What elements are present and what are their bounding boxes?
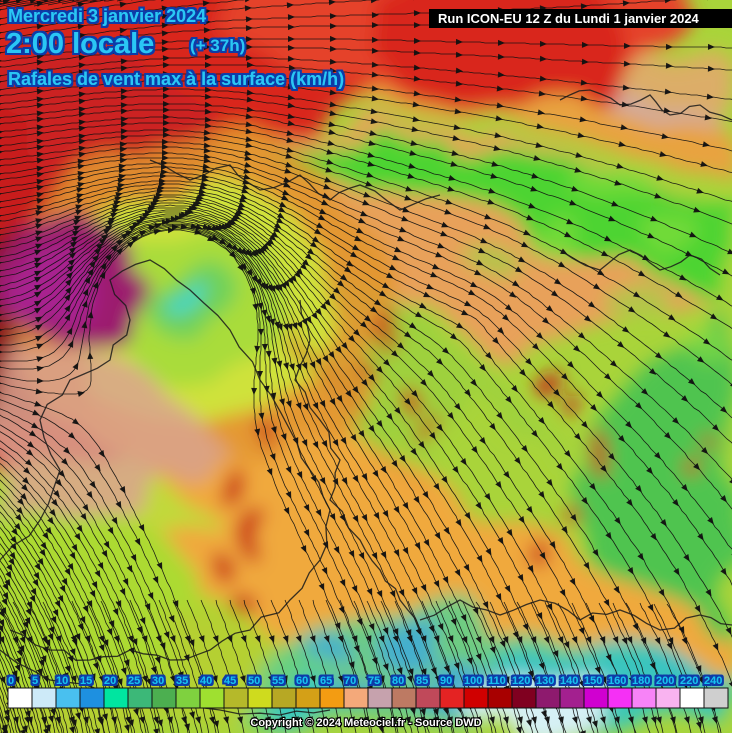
svg-text:150: 150: [584, 675, 602, 687]
svg-text:Mercredi 3 janvier 2024: Mercredi 3 janvier 2024: [8, 6, 206, 26]
svg-text:90: 90: [440, 675, 452, 687]
svg-text:Copyright © 2024 Meteociel.fr: Copyright © 2024 Meteociel.fr - Source D…: [250, 717, 481, 729]
svg-text:65: 65: [320, 675, 332, 687]
svg-text:30: 30: [152, 675, 164, 687]
svg-text:50: 50: [248, 675, 260, 687]
svg-text:160: 160: [608, 675, 626, 687]
svg-text:2:00 locale: 2:00 locale: [6, 28, 154, 60]
svg-text:5: 5: [32, 675, 38, 687]
svg-text:Run ICON-EU 12 Z du Lundi 1 ja: Run ICON-EU 12 Z du Lundi 1 janvier 2024: [438, 11, 700, 26]
svg-text:85: 85: [416, 675, 428, 687]
svg-text:0: 0: [8, 675, 14, 687]
svg-text:(+ 37h): (+ 37h): [190, 36, 245, 55]
svg-text:120: 120: [512, 675, 530, 687]
svg-text:45: 45: [224, 675, 236, 687]
svg-text:140: 140: [560, 675, 578, 687]
svg-text:100: 100: [464, 675, 482, 687]
svg-text:40: 40: [200, 675, 212, 687]
svg-text:20: 20: [104, 675, 116, 687]
svg-text:60: 60: [296, 675, 308, 687]
svg-text:Rafales de vent max à la surfa: Rafales de vent max à la surface (km/h): [8, 69, 344, 89]
svg-text:35: 35: [176, 675, 188, 687]
svg-text:75: 75: [368, 675, 380, 687]
svg-text:180: 180: [632, 675, 650, 687]
svg-text:200: 200: [656, 675, 674, 687]
svg-text:110: 110: [488, 675, 506, 687]
svg-text:240: 240: [704, 675, 722, 687]
svg-text:70: 70: [344, 675, 356, 687]
svg-text:25: 25: [128, 675, 140, 687]
svg-text:80: 80: [392, 675, 404, 687]
svg-text:130: 130: [536, 675, 554, 687]
svg-text:55: 55: [272, 675, 284, 687]
svg-text:15: 15: [80, 675, 92, 687]
svg-text:10: 10: [56, 675, 68, 687]
svg-text:220: 220: [680, 675, 698, 687]
